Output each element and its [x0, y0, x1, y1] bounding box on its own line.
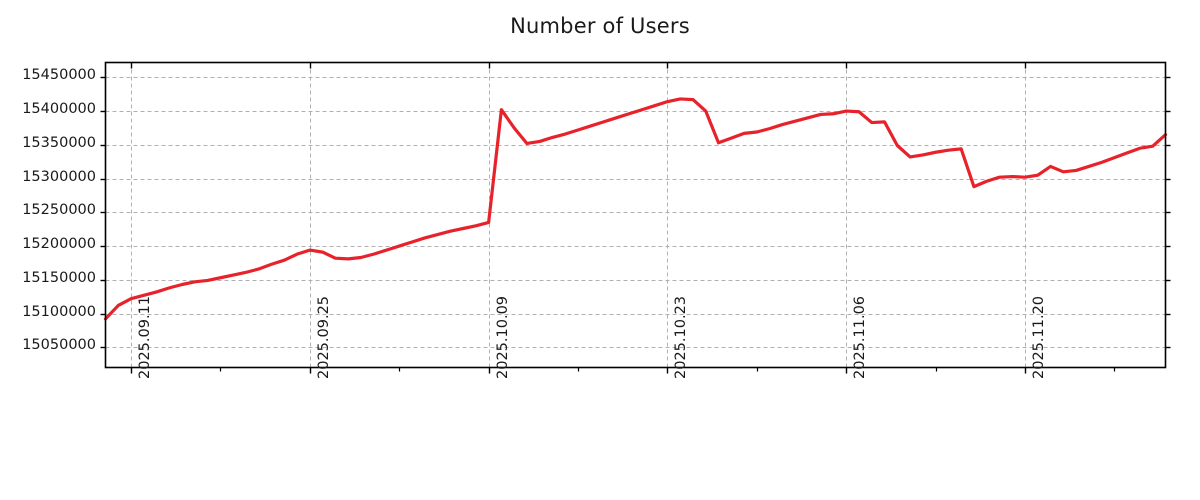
axis-frame — [104, 61, 1167, 369]
y-axis-tick-label: 15350000 — [22, 134, 96, 151]
x-axis-tick-label: 2025.09.25 — [315, 295, 332, 379]
x-axis-tick-label: 2025.10.23 — [673, 295, 690, 379]
x-axis-tick-label: 2025.09.11 — [137, 295, 154, 379]
data-series-layer — [103, 97, 1168, 321]
y-axis-tick-label: 15150000 — [22, 269, 96, 286]
y-axis-tick-labels: 15050000 15100000 15150000 15200000 15250000… — [0, 0, 96, 500]
y-axis-tick-label: 15050000 — [22, 337, 96, 354]
x-axis-tick-label: 2025.10.09 — [494, 295, 511, 379]
x-axis-tick-label: 2025.11.06 — [852, 295, 869, 379]
axis-ticks — [100, 62, 1171, 374]
y-axis-tick-label: 15250000 — [22, 202, 96, 219]
y-axis-tick-label: 15100000 — [22, 303, 96, 320]
y-axis-tick-label: 15400000 — [22, 101, 96, 118]
y-axis-tick-label: 15450000 — [22, 67, 96, 84]
grid-lines — [105, 62, 1166, 368]
page-title: Number of Users — [510, 14, 690, 38]
x-axis-tick-label: 2025.11.20 — [1031, 295, 1048, 379]
y-axis-tick-label: 15300000 — [22, 168, 96, 185]
y-axis-tick-label: 15200000 — [22, 236, 96, 253]
